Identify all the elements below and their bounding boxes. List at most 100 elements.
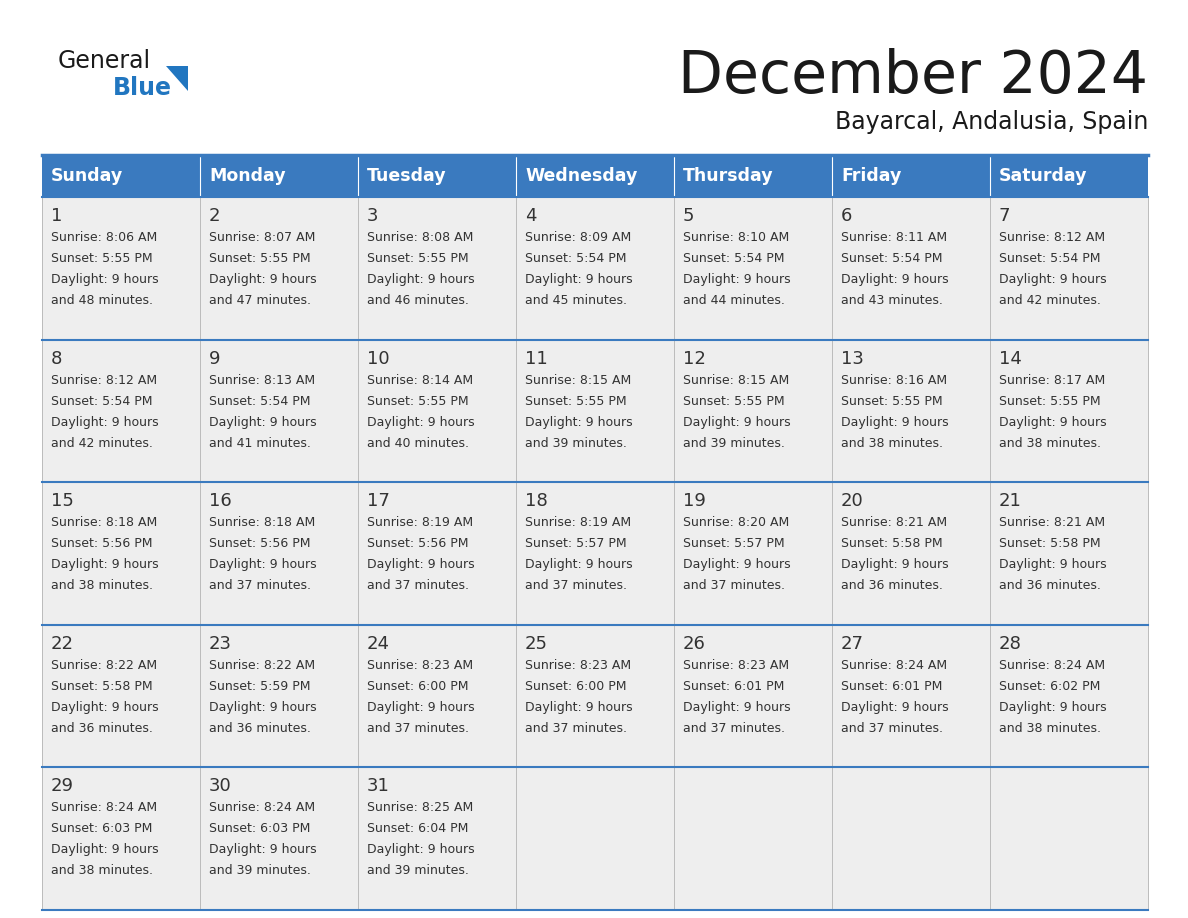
Text: and 45 minutes.: and 45 minutes.	[525, 294, 627, 307]
Text: 7: 7	[999, 207, 1011, 225]
Text: Sunrise: 8:18 AM: Sunrise: 8:18 AM	[209, 516, 315, 529]
Text: December 2024: December 2024	[678, 48, 1148, 105]
Text: 4: 4	[525, 207, 537, 225]
Text: Sunrise: 8:21 AM: Sunrise: 8:21 AM	[999, 516, 1105, 529]
Text: and 36 minutes.: and 36 minutes.	[51, 722, 153, 734]
Text: 17: 17	[367, 492, 390, 510]
Bar	[200, 625, 358, 767]
Bar	[990, 625, 1148, 767]
Text: and 39 minutes.: and 39 minutes.	[209, 865, 311, 878]
Text: Sunrise: 8:22 AM: Sunrise: 8:22 AM	[209, 659, 315, 672]
Text: Sunrise: 8:10 AM: Sunrise: 8:10 AM	[683, 231, 789, 244]
Bar	[674, 340, 832, 482]
Text: 18: 18	[525, 492, 548, 510]
Text: 13: 13	[841, 350, 864, 367]
Text: Sunset: 5:55 PM: Sunset: 5:55 PM	[367, 252, 468, 265]
Bar	[200, 340, 358, 482]
Text: Sunset: 5:55 PM: Sunset: 5:55 PM	[209, 252, 310, 265]
Text: Sunset: 5:54 PM: Sunset: 5:54 PM	[51, 395, 152, 408]
Bar	[674, 767, 832, 910]
Text: 9: 9	[209, 350, 221, 367]
Text: Sunrise: 8:13 AM: Sunrise: 8:13 AM	[209, 374, 315, 386]
Bar	[990, 482, 1148, 625]
Text: Wednesday: Wednesday	[525, 167, 638, 185]
Text: and 37 minutes.: and 37 minutes.	[525, 722, 627, 734]
Text: Daylight: 9 hours: Daylight: 9 hours	[367, 700, 475, 714]
Text: Daylight: 9 hours: Daylight: 9 hours	[525, 416, 633, 429]
Text: 10: 10	[367, 350, 390, 367]
Text: Sunrise: 8:06 AM: Sunrise: 8:06 AM	[51, 231, 157, 244]
Text: Sunrise: 8:23 AM: Sunrise: 8:23 AM	[683, 659, 789, 672]
Text: and 39 minutes.: and 39 minutes.	[525, 437, 627, 450]
Text: Daylight: 9 hours: Daylight: 9 hours	[525, 700, 633, 714]
Text: Daylight: 9 hours: Daylight: 9 hours	[209, 416, 317, 429]
Text: Daylight: 9 hours: Daylight: 9 hours	[841, 273, 949, 286]
Bar	[516, 197, 674, 340]
Text: Daylight: 9 hours: Daylight: 9 hours	[51, 416, 159, 429]
Text: and 37 minutes.: and 37 minutes.	[683, 579, 785, 592]
Text: 21: 21	[999, 492, 1022, 510]
Text: Sunset: 5:57 PM: Sunset: 5:57 PM	[683, 537, 784, 550]
Text: Sunrise: 8:15 AM: Sunrise: 8:15 AM	[525, 374, 631, 386]
Text: 6: 6	[841, 207, 852, 225]
Text: Sunset: 5:54 PM: Sunset: 5:54 PM	[209, 395, 310, 408]
Text: Daylight: 9 hours: Daylight: 9 hours	[841, 700, 949, 714]
Bar	[832, 155, 990, 197]
Text: Sunset: 5:54 PM: Sunset: 5:54 PM	[999, 252, 1100, 265]
Text: Sunrise: 8:21 AM: Sunrise: 8:21 AM	[841, 516, 947, 529]
Bar	[358, 625, 516, 767]
Text: Daylight: 9 hours: Daylight: 9 hours	[683, 416, 791, 429]
Text: Sunrise: 8:24 AM: Sunrise: 8:24 AM	[999, 659, 1105, 672]
Bar	[516, 482, 674, 625]
Bar	[42, 767, 200, 910]
Text: Sunset: 5:54 PM: Sunset: 5:54 PM	[525, 252, 626, 265]
Text: Sunset: 5:56 PM: Sunset: 5:56 PM	[209, 537, 310, 550]
Text: Sunset: 5:54 PM: Sunset: 5:54 PM	[841, 252, 942, 265]
Bar	[358, 197, 516, 340]
Text: 1: 1	[51, 207, 63, 225]
Bar	[990, 340, 1148, 482]
Text: Sunrise: 8:08 AM: Sunrise: 8:08 AM	[367, 231, 473, 244]
Text: 23: 23	[209, 635, 232, 653]
Bar	[42, 482, 200, 625]
Text: and 39 minutes.: and 39 minutes.	[367, 865, 469, 878]
Text: Sunset: 5:55 PM: Sunset: 5:55 PM	[525, 395, 626, 408]
Text: and 48 minutes.: and 48 minutes.	[51, 294, 153, 307]
Bar	[990, 197, 1148, 340]
Text: Tuesday: Tuesday	[367, 167, 447, 185]
Bar	[832, 767, 990, 910]
Text: Sunrise: 8:07 AM: Sunrise: 8:07 AM	[209, 231, 315, 244]
Text: and 40 minutes.: and 40 minutes.	[367, 437, 469, 450]
Text: Daylight: 9 hours: Daylight: 9 hours	[841, 416, 949, 429]
Text: Sunrise: 8:11 AM: Sunrise: 8:11 AM	[841, 231, 947, 244]
Text: Daylight: 9 hours: Daylight: 9 hours	[209, 273, 317, 286]
Text: 26: 26	[683, 635, 706, 653]
Bar	[200, 197, 358, 340]
Text: Sunset: 5:59 PM: Sunset: 5:59 PM	[209, 680, 310, 693]
Text: 30: 30	[209, 778, 232, 795]
Text: Sunset: 5:56 PM: Sunset: 5:56 PM	[51, 537, 152, 550]
Text: Sunrise: 8:12 AM: Sunrise: 8:12 AM	[999, 231, 1105, 244]
Text: Daylight: 9 hours: Daylight: 9 hours	[525, 273, 633, 286]
Text: 5: 5	[683, 207, 695, 225]
Text: Sunset: 6:01 PM: Sunset: 6:01 PM	[841, 680, 942, 693]
Text: Bayarcal, Andalusia, Spain: Bayarcal, Andalusia, Spain	[835, 110, 1148, 134]
Text: Sunrise: 8:24 AM: Sunrise: 8:24 AM	[51, 801, 157, 814]
Text: Sunrise: 8:19 AM: Sunrise: 8:19 AM	[367, 516, 473, 529]
Bar	[516, 767, 674, 910]
Bar	[358, 482, 516, 625]
Text: Daylight: 9 hours: Daylight: 9 hours	[683, 558, 791, 571]
Text: Sunset: 6:03 PM: Sunset: 6:03 PM	[51, 823, 152, 835]
Text: 31: 31	[367, 778, 390, 795]
Text: and 37 minutes.: and 37 minutes.	[841, 722, 943, 734]
Text: Daylight: 9 hours: Daylight: 9 hours	[209, 558, 317, 571]
Text: Sunset: 5:55 PM: Sunset: 5:55 PM	[999, 395, 1100, 408]
Text: Daylight: 9 hours: Daylight: 9 hours	[999, 416, 1107, 429]
Bar	[516, 155, 674, 197]
Text: Sunrise: 8:14 AM: Sunrise: 8:14 AM	[367, 374, 473, 386]
Text: 3: 3	[367, 207, 379, 225]
Text: and 42 minutes.: and 42 minutes.	[999, 294, 1101, 307]
Bar	[990, 767, 1148, 910]
Text: 28: 28	[999, 635, 1022, 653]
Text: Sunrise: 8:15 AM: Sunrise: 8:15 AM	[683, 374, 789, 386]
